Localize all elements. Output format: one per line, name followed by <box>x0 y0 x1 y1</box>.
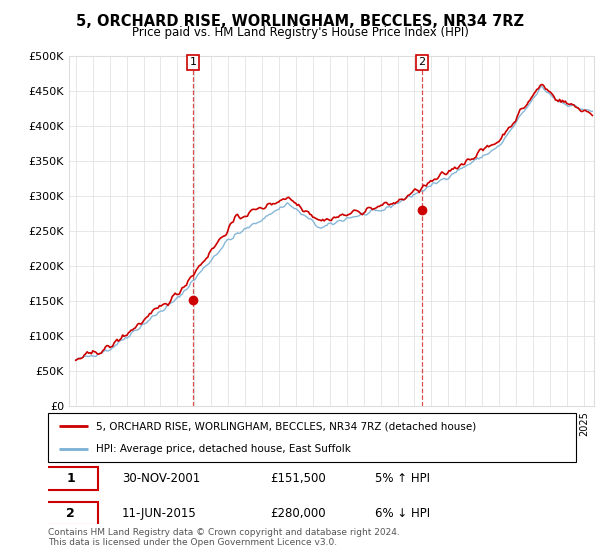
Text: Price paid vs. HM Land Registry's House Price Index (HPI): Price paid vs. HM Land Registry's House … <box>131 26 469 39</box>
Text: 5, ORCHARD RISE, WORLINGHAM, BECCLES, NR34 7RZ (detached house): 5, ORCHARD RISE, WORLINGHAM, BECCLES, NR… <box>95 421 476 431</box>
Text: £280,000: £280,000 <box>270 506 325 520</box>
Text: 2: 2 <box>67 506 75 520</box>
Text: HPI: Average price, detached house, East Suffolk: HPI: Average price, detached house, East… <box>95 444 350 454</box>
Text: 1: 1 <box>190 58 196 67</box>
Text: 6% ↓ HPI: 6% ↓ HPI <box>376 506 430 520</box>
FancyBboxPatch shape <box>43 467 98 490</box>
Text: £151,500: £151,500 <box>270 472 326 485</box>
Text: Contains HM Land Registry data © Crown copyright and database right 2024.
This d: Contains HM Land Registry data © Crown c… <box>48 528 400 547</box>
Text: 2: 2 <box>418 58 425 67</box>
FancyBboxPatch shape <box>43 502 98 525</box>
Text: 11-JUN-2015: 11-JUN-2015 <box>122 506 197 520</box>
FancyBboxPatch shape <box>48 413 576 462</box>
Text: 30-NOV-2001: 30-NOV-2001 <box>122 472 200 485</box>
Text: 5% ↑ HPI: 5% ↑ HPI <box>376 472 430 485</box>
Text: 5, ORCHARD RISE, WORLINGHAM, BECCLES, NR34 7RZ: 5, ORCHARD RISE, WORLINGHAM, BECCLES, NR… <box>76 14 524 29</box>
Text: 1: 1 <box>67 472 75 485</box>
